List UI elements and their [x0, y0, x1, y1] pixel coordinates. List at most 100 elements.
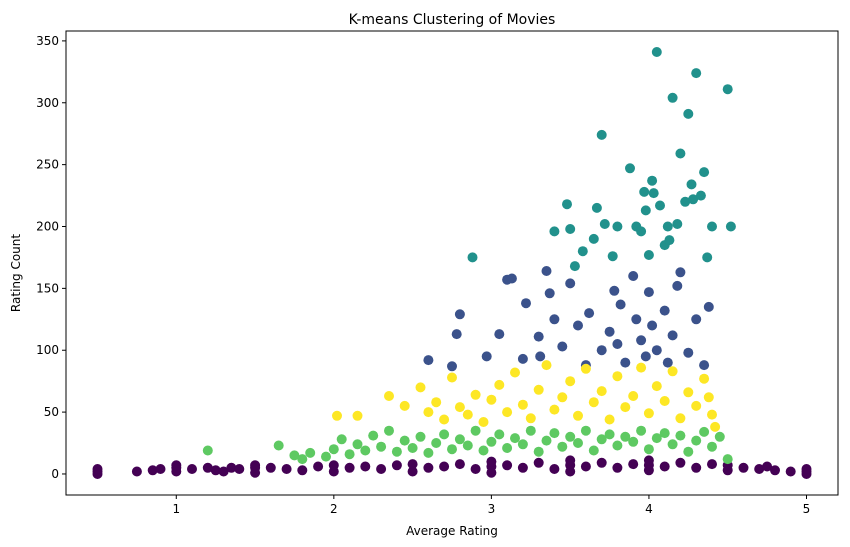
data-point-cluster-0 — [454, 459, 465, 470]
data-point-cluster-1 — [609, 285, 620, 296]
data-point-cluster-3 — [344, 449, 355, 460]
data-point-cluster-2 — [565, 224, 576, 234]
data-point-cluster-0 — [297, 465, 308, 476]
data-point-cluster-2 — [655, 200, 665, 211]
data-point-cluster-4 — [596, 386, 607, 397]
y-tick-label: 350 — [36, 34, 59, 48]
data-point-cluster-4 — [580, 363, 591, 374]
data-point-cluster-1 — [647, 320, 658, 331]
data-point-cluster-4 — [447, 372, 457, 383]
data-point-cluster-0 — [202, 462, 213, 473]
data-point-cluster-0 — [707, 459, 717, 470]
data-point-cluster-3 — [439, 429, 450, 440]
data-point-cluster-4 — [620, 402, 631, 413]
data-point-cluster-3 — [612, 440, 623, 451]
data-point-cluster-2 — [625, 163, 635, 174]
data-point-cluster-3 — [714, 431, 725, 442]
data-point-cluster-0 — [439, 461, 450, 472]
data-point-cluster-3 — [462, 440, 473, 451]
data-point-cluster-4 — [431, 397, 442, 408]
data-point-cluster-2 — [607, 251, 618, 262]
data-point-cluster-3 — [549, 428, 560, 439]
data-point-cluster-3 — [384, 425, 394, 436]
data-point-cluster-3 — [486, 436, 497, 447]
data-point-cluster-1 — [573, 320, 583, 331]
data-point-cluster-3 — [423, 447, 434, 458]
data-point-cluster-3 — [502, 443, 513, 453]
data-point-cluster-3 — [525, 425, 536, 436]
data-point-cluster-3 — [517, 439, 528, 450]
data-point-cluster-3 — [328, 444, 339, 455]
data-point-cluster-3 — [470, 425, 481, 436]
data-point-cluster-1 — [612, 339, 623, 349]
data-point-cluster-4 — [651, 381, 662, 392]
data-point-cluster-1 — [521, 298, 531, 309]
data-point-cluster-4 — [565, 376, 576, 387]
data-point-cluster-0 — [596, 457, 607, 468]
data-point-cluster-3 — [573, 438, 583, 448]
data-point-cluster-3 — [447, 444, 457, 455]
data-point-cluster-1 — [659, 305, 670, 316]
data-point-cluster-1 — [557, 341, 568, 352]
data-point-cluster-2 — [664, 235, 675, 246]
data-point-cluster-0 — [226, 462, 237, 473]
data-point-cluster-0 — [376, 464, 387, 474]
data-point-cluster-2 — [596, 129, 607, 140]
data-point-cluster-3 — [557, 441, 568, 452]
data-point-cluster-2 — [699, 167, 710, 178]
data-point-cluster-4 — [332, 410, 342, 421]
chart-title: K-means Clustering of Movies — [349, 12, 556, 28]
data-point-cluster-2 — [680, 196, 691, 207]
data-point-cluster-0 — [580, 461, 591, 472]
data-point-cluster-4 — [541, 360, 552, 371]
data-point-cluster-3 — [321, 451, 331, 462]
data-point-cluster-2 — [672, 219, 683, 229]
data-point-cluster-0 — [659, 461, 670, 472]
data-point-cluster-1 — [699, 360, 710, 371]
data-point-cluster-2 — [643, 250, 654, 260]
y-tick-label: 0 — [51, 467, 59, 481]
data-point-cluster-4 — [462, 409, 473, 420]
data-point-cluster-4 — [486, 394, 497, 405]
data-point-cluster-3 — [667, 439, 678, 450]
data-point-cluster-4 — [612, 371, 623, 382]
data-point-cluster-3 — [376, 441, 387, 452]
data-point-cluster-0 — [549, 464, 560, 474]
data-point-cluster-4 — [675, 413, 686, 424]
data-point-cluster-4 — [517, 399, 528, 410]
data-point-cluster-3 — [651, 433, 662, 444]
data-point-cluster-0 — [234, 464, 245, 474]
data-point-cluster-0 — [187, 464, 197, 474]
y-axis-ticks: 0 50 100 150 200 250 300 350 — [36, 34, 66, 481]
x-tick-label: 4 — [645, 502, 653, 516]
y-tick-label: 150 — [36, 281, 59, 295]
data-point-cluster-4 — [525, 413, 536, 424]
data-point-cluster-3 — [407, 443, 418, 453]
data-point-cluster-4 — [415, 382, 426, 393]
data-point-cluster-3 — [565, 431, 576, 442]
data-point-cluster-4 — [604, 414, 615, 425]
data-point-cluster-1 — [506, 273, 517, 284]
data-point-cluster-4 — [352, 410, 363, 421]
data-point-cluster-4 — [399, 400, 410, 411]
data-point-cluster-3 — [636, 425, 647, 436]
data-point-cluster-4 — [636, 362, 647, 373]
data-point-cluster-4 — [659, 396, 670, 406]
data-point-cluster-3 — [415, 431, 426, 442]
data-point-cluster-3 — [454, 434, 465, 445]
data-point-cluster-1 — [667, 330, 678, 341]
data-point-cluster-3 — [683, 446, 694, 457]
data-point-cluster-0 — [423, 462, 434, 473]
x-tick-label: 3 — [488, 502, 496, 516]
data-point-cluster-3 — [628, 436, 639, 447]
data-point-cluster-4 — [510, 367, 520, 378]
data-point-cluster-3 — [391, 446, 402, 457]
data-point-cluster-2 — [683, 108, 694, 119]
data-point-cluster-0 — [92, 464, 103, 474]
data-point-cluster-4 — [691, 400, 702, 411]
data-point-cluster-1 — [620, 357, 631, 368]
data-point-cluster-3 — [336, 434, 347, 445]
data-point-cluster-4 — [502, 407, 513, 418]
data-point-cluster-1 — [541, 266, 552, 276]
data-point-cluster-4 — [423, 407, 434, 418]
